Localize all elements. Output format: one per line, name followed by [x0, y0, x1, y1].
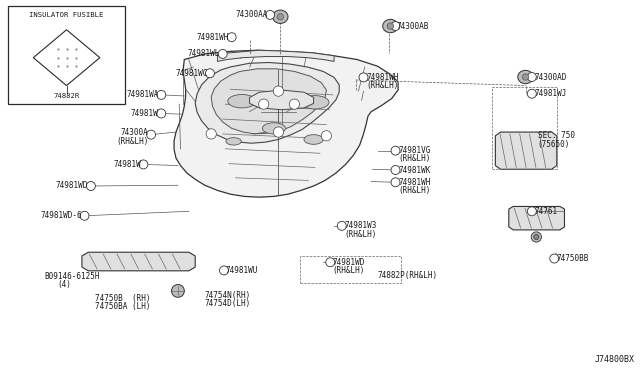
Text: INSULATOR FUSIBLE: INSULATOR FUSIBLE — [29, 12, 104, 18]
Polygon shape — [495, 132, 557, 169]
Ellipse shape — [266, 10, 275, 19]
Polygon shape — [211, 69, 326, 134]
Ellipse shape — [337, 221, 346, 230]
Text: 74981WH: 74981WH — [366, 73, 399, 82]
Ellipse shape — [534, 234, 539, 240]
Ellipse shape — [531, 232, 541, 242]
Text: 74300AB: 74300AB — [397, 22, 429, 31]
Polygon shape — [33, 30, 100, 86]
Text: (RH&LH): (RH&LH) — [116, 137, 148, 146]
Text: 74750BB: 74750BB — [557, 254, 589, 263]
Ellipse shape — [277, 13, 284, 20]
Ellipse shape — [391, 166, 400, 174]
Ellipse shape — [228, 94, 256, 108]
Text: 74300AA: 74300AA — [235, 10, 268, 19]
Text: 74981WA: 74981WA — [126, 90, 159, 99]
Ellipse shape — [205, 69, 214, 78]
Text: (RH&LH): (RH&LH) — [333, 266, 365, 275]
Text: 74981WU: 74981WU — [225, 266, 258, 275]
Ellipse shape — [391, 22, 400, 31]
Text: 74754N(RH): 74754N(RH) — [205, 291, 251, 300]
Polygon shape — [250, 90, 314, 110]
Text: 74981WH: 74981WH — [398, 178, 431, 187]
Text: J74800BX: J74800BX — [595, 355, 635, 364]
Text: 74981VG: 74981VG — [398, 146, 431, 155]
Text: 74981W: 74981W — [131, 109, 159, 118]
Ellipse shape — [139, 160, 148, 169]
Text: 74882P(RH&LH): 74882P(RH&LH) — [378, 271, 438, 280]
Bar — [300, 256, 401, 283]
Text: 74882R: 74882R — [53, 93, 79, 99]
Text: 74981WC: 74981WC — [175, 69, 208, 78]
Polygon shape — [218, 50, 334, 61]
Ellipse shape — [527, 89, 536, 98]
Ellipse shape — [157, 109, 166, 118]
Ellipse shape — [527, 73, 536, 81]
Polygon shape — [195, 62, 339, 143]
Ellipse shape — [359, 73, 368, 82]
Text: 74981WL: 74981WL — [188, 49, 220, 58]
Text: 74981WD: 74981WD — [333, 258, 365, 267]
Text: B09146-6125H: B09146-6125H — [45, 272, 100, 280]
Ellipse shape — [172, 285, 184, 297]
Text: 74750BA (LH): 74750BA (LH) — [95, 302, 150, 311]
Ellipse shape — [86, 182, 95, 190]
Text: 74981WK: 74981WK — [398, 166, 431, 174]
Ellipse shape — [522, 74, 529, 80]
Text: (RH&LH): (RH&LH) — [398, 186, 431, 195]
Text: (RH&LH): (RH&LH) — [398, 154, 431, 163]
Ellipse shape — [147, 130, 156, 139]
Text: 74754D(LH): 74754D(LH) — [205, 299, 251, 308]
Ellipse shape — [383, 19, 398, 33]
Ellipse shape — [206, 129, 216, 139]
Text: 74981WH: 74981WH — [196, 33, 229, 42]
Ellipse shape — [387, 23, 394, 29]
Ellipse shape — [218, 49, 227, 58]
Ellipse shape — [157, 90, 166, 99]
Ellipse shape — [301, 96, 329, 109]
Polygon shape — [174, 50, 398, 197]
Polygon shape — [509, 206, 564, 230]
Polygon shape — [82, 252, 195, 271]
Text: 74981WJ: 74981WJ — [534, 89, 567, 98]
Ellipse shape — [391, 146, 400, 155]
Ellipse shape — [273, 127, 284, 137]
Ellipse shape — [227, 33, 236, 42]
Ellipse shape — [321, 131, 332, 141]
Ellipse shape — [220, 266, 228, 275]
Text: 74981W3: 74981W3 — [344, 221, 377, 230]
Ellipse shape — [262, 123, 285, 134]
Ellipse shape — [273, 86, 284, 96]
Ellipse shape — [289, 99, 300, 109]
Bar — [492, 87, 557, 169]
Text: (4): (4) — [58, 280, 72, 289]
Ellipse shape — [527, 207, 536, 216]
Text: SEC. 750: SEC. 750 — [538, 131, 575, 140]
Text: 74300AD: 74300AD — [534, 73, 567, 81]
Text: 74981W: 74981W — [113, 160, 141, 169]
Text: 74981WD: 74981WD — [56, 182, 88, 190]
Ellipse shape — [80, 211, 89, 220]
Ellipse shape — [326, 258, 335, 267]
Text: 74750B  (RH): 74750B (RH) — [95, 294, 150, 303]
Ellipse shape — [226, 138, 241, 145]
Ellipse shape — [273, 10, 288, 23]
Bar — [8, 6, 125, 104]
Ellipse shape — [259, 99, 269, 109]
Text: (RH&LH): (RH&LH) — [344, 230, 377, 239]
Text: (RH&LH): (RH&LH) — [366, 81, 399, 90]
Text: 74981WD-6: 74981WD-6 — [40, 211, 82, 220]
Text: 74300A: 74300A — [121, 128, 148, 137]
Ellipse shape — [391, 178, 400, 187]
Ellipse shape — [304, 135, 323, 144]
Text: (75650): (75650) — [538, 140, 570, 149]
Ellipse shape — [518, 70, 533, 84]
Text: 74761: 74761 — [534, 207, 557, 216]
Ellipse shape — [550, 254, 559, 263]
